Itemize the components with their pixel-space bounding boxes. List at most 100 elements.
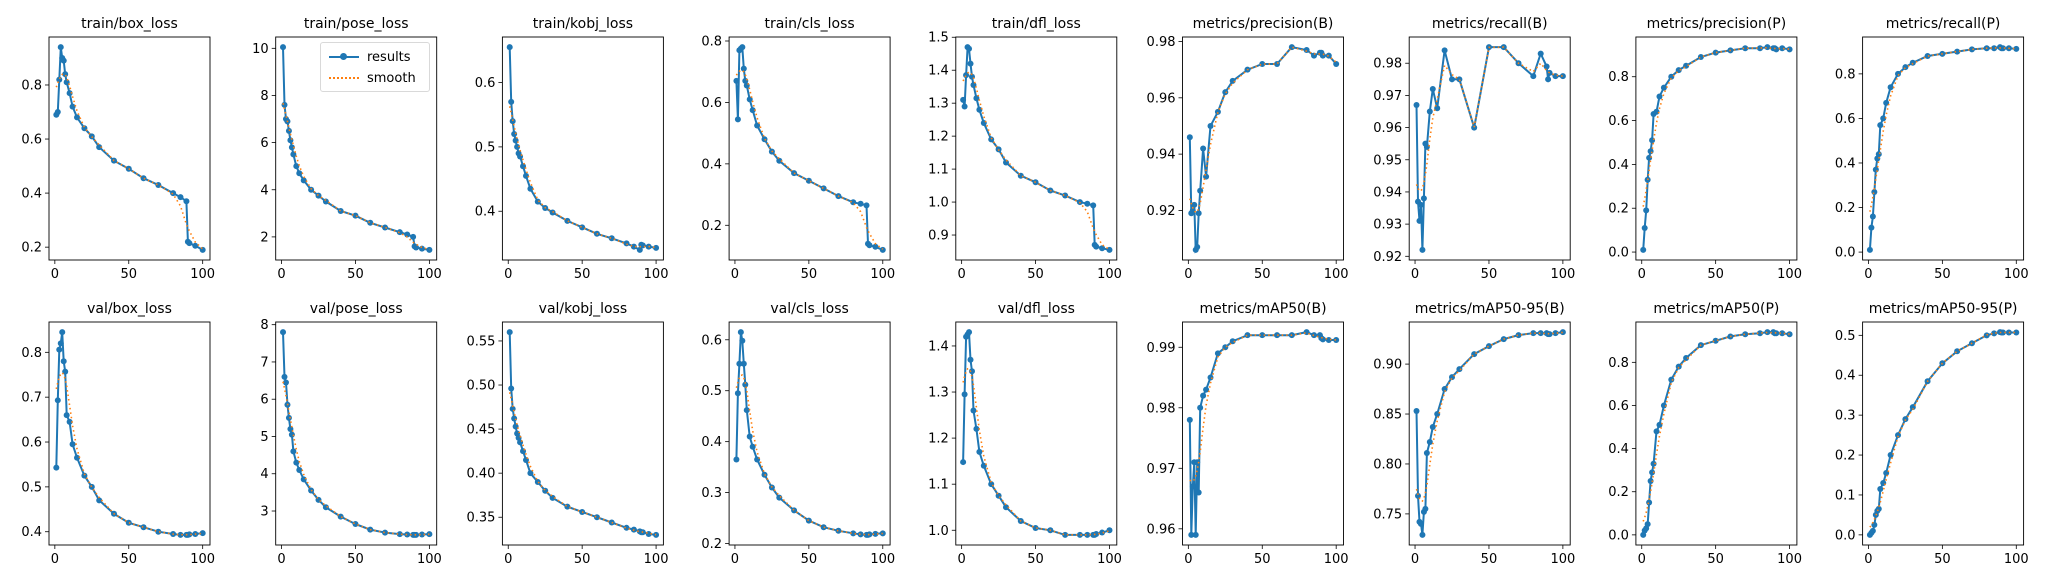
smooth-series-line [55, 72, 204, 250]
subplot-train-pose-loss: train/pose_loss 0 50 100 2 4 6 8 10 [252, 16, 442, 282]
y-tick-label: 0.8 [1608, 356, 1629, 371]
y-tick-label: 0.2 [1835, 201, 1856, 216]
results-point [1419, 531, 1426, 538]
results-point [2013, 329, 2020, 336]
y-tick-label: 0.4 [1835, 156, 1856, 171]
results-point [740, 65, 747, 72]
results-point [140, 175, 147, 182]
y-tick-label: 8 [260, 318, 268, 333]
results-point [733, 77, 740, 84]
x-tick-label: 100 [870, 552, 895, 567]
y-tick-label: 0.2 [1608, 202, 1629, 217]
results-point [54, 109, 61, 116]
results-point [805, 517, 812, 524]
results-point [742, 381, 749, 388]
subplot-title: metrics/recall(B) [1432, 16, 1548, 32]
results-point [1660, 402, 1667, 409]
subplot-title: val/cls_loss [770, 301, 848, 317]
results-point [1902, 416, 1909, 423]
results-series-line [1188, 331, 1337, 535]
x-tick-label: 0 [731, 552, 739, 567]
results-point [1002, 159, 1009, 166]
results-point [192, 242, 199, 249]
results-point [81, 472, 88, 479]
subplot-metrics-map50-b-: metrics/mAP50(B) 0 50 100 0.96 0.97 0.98 0.99 [1147, 301, 1349, 567]
results-point [1757, 330, 1764, 337]
smooth-series-line [962, 71, 1110, 251]
y-tick-label: 0.1 [1835, 488, 1856, 503]
y-tick-label: 0.85 [1373, 408, 1402, 423]
y-tick-label: 0.2 [701, 537, 722, 552]
results-point [872, 243, 879, 250]
axes-frame [728, 36, 891, 261]
results-point [1552, 330, 1559, 337]
y-tick-label: 0.5 [1835, 329, 1856, 344]
results-point [1062, 531, 1069, 538]
x-tick-label: 100 [417, 267, 442, 282]
y-tick-label: 0.4 [1608, 158, 1629, 173]
results-point [761, 136, 768, 143]
y-tick-label: 0.4 [475, 205, 496, 220]
results-point [1093, 530, 1100, 537]
subplot-title: train/kobj_loss [533, 16, 633, 32]
subplot-title: val/box_loss [87, 301, 172, 317]
results-point [1325, 337, 1332, 344]
subplot-title: metrics/mAP50-95(P) [1869, 301, 2018, 317]
y-tick-label: 0.97 [1147, 462, 1176, 477]
x-tick-label: 50 [120, 552, 137, 567]
results-point [736, 360, 743, 367]
results-point [367, 219, 374, 226]
x-tick-label: 50 [347, 552, 364, 567]
results-point [1099, 245, 1106, 252]
results-point [74, 114, 81, 121]
results-point [1419, 246, 1426, 253]
results-point [1093, 243, 1100, 250]
y-tick-label: 0.97 [1373, 89, 1402, 104]
results-point [850, 530, 857, 537]
axes-frame [955, 36, 1118, 261]
results-point [1429, 424, 1436, 431]
results-point [282, 379, 289, 386]
results-point [96, 497, 103, 504]
results-point [418, 531, 425, 538]
smooth-series-line [282, 103, 430, 251]
results-point [1991, 45, 1998, 52]
results-point [1194, 244, 1201, 251]
y-tick-label: 1.2 [928, 432, 949, 447]
results-point [1413, 408, 1420, 415]
subplot-title: train/pose_loss [304, 16, 409, 32]
y-tick-label: 0.0 [1608, 528, 1629, 543]
results-point [59, 329, 66, 336]
results-point [280, 329, 287, 336]
results-point [961, 103, 968, 110]
results-point [410, 233, 417, 240]
x-tick-label: 100 [1550, 267, 1575, 282]
y-tick-label: 0.5 [475, 140, 496, 155]
results-point [1002, 504, 1009, 511]
results-point [1186, 416, 1193, 423]
results-point [1895, 432, 1902, 439]
y-tick-label: 0.4 [21, 187, 42, 202]
results-point [56, 76, 63, 83]
subplot-title: train/box_loss [81, 16, 178, 32]
results-point [1413, 102, 1420, 109]
results-point [1106, 527, 1113, 534]
subplot-title: train/cls_loss [764, 16, 854, 32]
results-point [1434, 411, 1441, 418]
results-point [1485, 343, 1492, 350]
x-tick-label: 50 [1481, 552, 1498, 567]
results-point [653, 244, 660, 251]
results-point [579, 224, 586, 231]
results-point [509, 118, 516, 125]
y-tick-label: 0.92 [1373, 250, 1402, 265]
y-tick-label: 0.96 [1147, 522, 1176, 537]
results-point [396, 531, 403, 538]
results-point [1456, 76, 1463, 83]
results-point [970, 407, 977, 414]
results-point [968, 368, 975, 375]
results-point [1954, 48, 1961, 55]
smooth-series-line [962, 367, 1110, 536]
results-point [1650, 460, 1657, 467]
results-point [527, 470, 534, 477]
results-point [69, 103, 76, 110]
